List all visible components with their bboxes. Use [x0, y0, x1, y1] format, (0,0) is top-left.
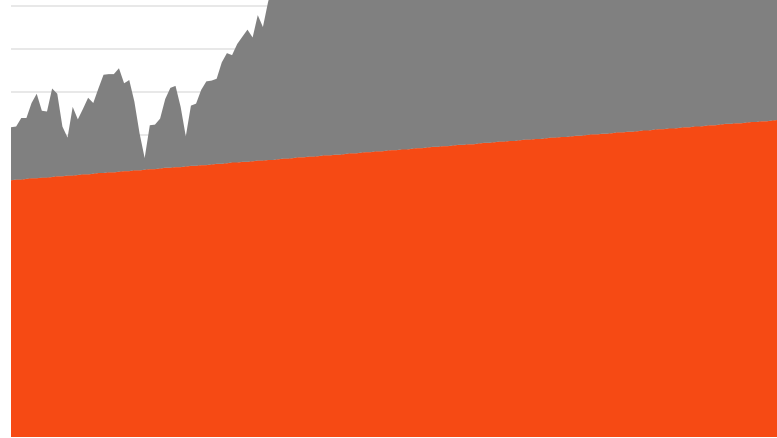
- area-series-2: [11, 0, 777, 181]
- area-series-group: [11, 0, 777, 437]
- area-series-1: [11, 119, 777, 437]
